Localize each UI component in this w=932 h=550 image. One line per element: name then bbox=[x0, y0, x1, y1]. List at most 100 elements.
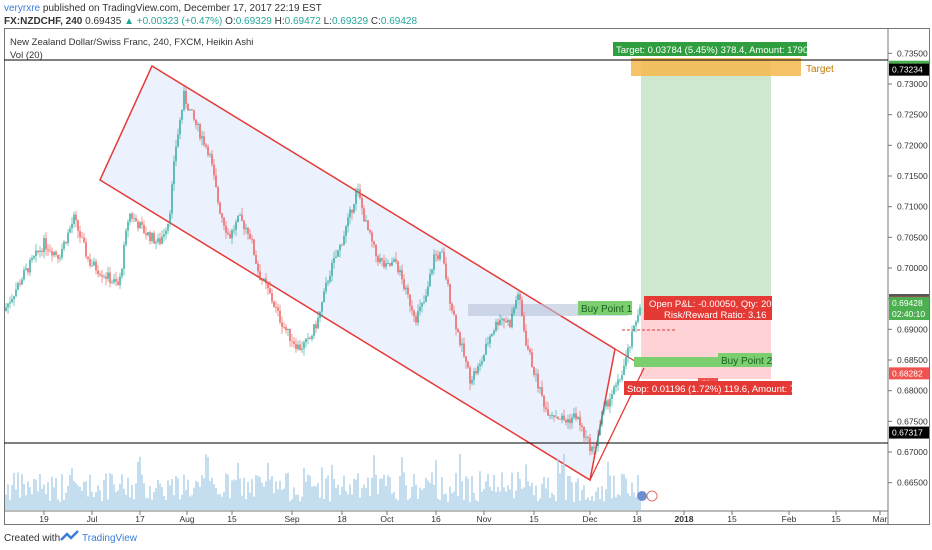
x-tick-label: 18 bbox=[632, 514, 642, 524]
volume-bar bbox=[561, 464, 563, 510]
volume-bar bbox=[619, 495, 621, 510]
candle-body bbox=[253, 239, 255, 255]
chart-svg[interactable]: Target Buy Point 1 Buy Point 2 SL Target… bbox=[4, 28, 930, 525]
volume-bar bbox=[479, 471, 481, 510]
candle-body bbox=[211, 154, 213, 165]
volume-bar bbox=[127, 477, 129, 510]
y-tick-label: 0.72500 bbox=[897, 110, 928, 120]
candle-body bbox=[485, 343, 487, 355]
volume-bar bbox=[519, 478, 521, 510]
y-tick-label: 0.67500 bbox=[897, 416, 928, 426]
candle-body bbox=[189, 109, 191, 111]
volume-bar bbox=[367, 477, 369, 510]
volume-bar bbox=[105, 473, 107, 510]
volume-bar bbox=[129, 497, 131, 510]
volume-bar bbox=[409, 498, 411, 510]
candle-body bbox=[633, 325, 635, 332]
volume-bar bbox=[307, 474, 309, 510]
target-label-box[interactable] bbox=[613, 42, 807, 56]
candle-body bbox=[393, 259, 395, 263]
author-link[interactable]: veryrxre bbox=[4, 3, 41, 14]
price-marker-label: 0.67317 bbox=[892, 428, 923, 438]
candle-body bbox=[157, 238, 159, 242]
candle-body bbox=[33, 256, 35, 259]
volume-bar bbox=[133, 499, 135, 510]
volume-bar bbox=[223, 492, 225, 510]
tradingview-brand[interactable]: TradingView bbox=[82, 533, 138, 544]
candle-body bbox=[83, 237, 85, 243]
volume-bar bbox=[423, 488, 425, 510]
candle-body bbox=[155, 241, 157, 244]
buy-point-2-box[interactable] bbox=[718, 353, 772, 367]
volume-bar bbox=[317, 483, 319, 510]
volume-bar bbox=[463, 499, 465, 510]
candle-body bbox=[457, 329, 459, 333]
tradingview-logo-icon[interactable] bbox=[60, 530, 80, 544]
volume-bar bbox=[361, 488, 363, 510]
x-tick-label: Nov bbox=[476, 514, 492, 524]
buy-point-2-label: Buy Point 2 bbox=[721, 356, 773, 367]
candle-body bbox=[289, 328, 291, 341]
candle-body bbox=[199, 124, 201, 139]
candle-body bbox=[551, 415, 553, 417]
x-tick-label: Aug bbox=[179, 514, 194, 524]
x-tick-label: 18 bbox=[337, 514, 347, 524]
candle-body bbox=[319, 311, 321, 318]
x-tick-label: 15 bbox=[529, 514, 539, 524]
volume-bar bbox=[375, 474, 377, 510]
candle-body bbox=[629, 346, 631, 348]
candle-body bbox=[481, 361, 483, 365]
candle-body bbox=[303, 342, 305, 349]
volume-bar bbox=[45, 494, 47, 510]
time-axis[interactable]: 19 Jul 17 Aug 15 Sep 18 Oct 16 Nov 15 Dec 18 2018 15 Fe… bbox=[39, 511, 887, 524]
candle-body bbox=[575, 413, 577, 419]
event-flag-icon[interactable] bbox=[637, 491, 647, 501]
volume-bar bbox=[391, 493, 393, 510]
price-axis[interactable]: 0.73500 0.73000 0.72500 0.72000 0.71500 0.710… bbox=[888, 48, 928, 488]
volume-bar bbox=[567, 475, 569, 510]
candle-body bbox=[137, 221, 139, 229]
candle-body bbox=[59, 257, 61, 259]
candle-body bbox=[47, 249, 49, 251]
candle-body bbox=[451, 303, 453, 311]
candle-body bbox=[279, 310, 281, 323]
candle-body bbox=[545, 407, 547, 410]
volume-bars bbox=[5, 453, 641, 510]
volume-bar bbox=[595, 491, 597, 510]
volume-bar bbox=[85, 481, 87, 510]
volume-bar bbox=[441, 477, 443, 510]
volume-bar bbox=[175, 475, 177, 510]
volume-bar bbox=[7, 484, 9, 510]
event-number-icon[interactable] bbox=[646, 490, 658, 502]
candle-body bbox=[201, 136, 203, 139]
candle-body bbox=[601, 411, 603, 425]
chart-frame[interactable]: Target Buy Point 1 Buy Point 2 SL Target… bbox=[4, 28, 930, 525]
volume-bar bbox=[369, 495, 371, 510]
candle-body bbox=[515, 299, 517, 309]
candle-body bbox=[419, 306, 421, 312]
volume-bar bbox=[153, 492, 155, 510]
volume-bar bbox=[563, 453, 565, 510]
stop-label-box[interactable] bbox=[624, 381, 792, 395]
x-tick-label: Feb bbox=[782, 514, 797, 524]
buy-point-1-box[interactable] bbox=[578, 301, 632, 315]
open-pl-box[interactable] bbox=[644, 296, 772, 320]
volume-bar bbox=[109, 473, 111, 510]
volume-bar bbox=[355, 479, 357, 510]
volume-bar bbox=[613, 475, 615, 510]
candle-body bbox=[619, 379, 621, 381]
candle-body bbox=[75, 214, 77, 221]
volume-bar bbox=[475, 500, 477, 510]
buy-point-1-label: Buy Point 1 bbox=[581, 304, 633, 315]
volume-bar bbox=[185, 490, 187, 510]
volume-bar bbox=[65, 492, 67, 510]
candle-body bbox=[533, 367, 535, 375]
volume-bar bbox=[555, 501, 557, 510]
volume-bar bbox=[135, 483, 137, 510]
candle-body bbox=[527, 345, 529, 350]
candle-body bbox=[543, 395, 545, 408]
candle-body bbox=[65, 241, 67, 244]
candle-body bbox=[631, 331, 633, 347]
candle-body bbox=[615, 385, 617, 387]
candle-body bbox=[281, 322, 283, 328]
